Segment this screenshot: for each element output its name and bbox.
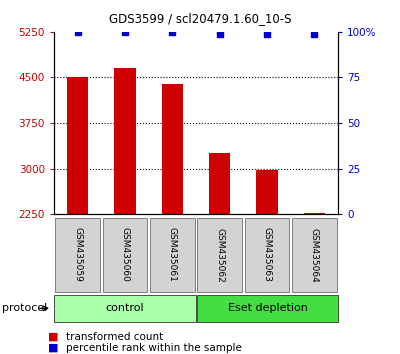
Text: GSM435060: GSM435060 [120,227,130,282]
Text: protocol: protocol [2,303,47,313]
Bar [256,170,278,214]
Text: transformed count: transformed count [66,332,163,342]
Text: Eset depletion: Eset depletion [228,303,308,313]
Bar [162,84,183,214]
Text: GSM435061: GSM435061 [168,227,177,282]
Text: GDS3599 / scl20479.1.60_10-S: GDS3599 / scl20479.1.60_10-S [109,12,291,25]
Text: GSM435062: GSM435062 [215,228,224,282]
Text: GSM435064: GSM435064 [310,228,319,282]
Text: GSM435059: GSM435059 [73,227,82,282]
Bar [67,78,88,214]
Text: ■: ■ [48,343,58,353]
Text: percentile rank within the sample: percentile rank within the sample [66,343,242,353]
Bar [209,153,230,214]
Bar [304,213,325,214]
Bar [114,68,136,214]
Text: control: control [106,303,144,313]
Text: ■: ■ [48,332,58,342]
Text: GSM435063: GSM435063 [262,227,272,282]
